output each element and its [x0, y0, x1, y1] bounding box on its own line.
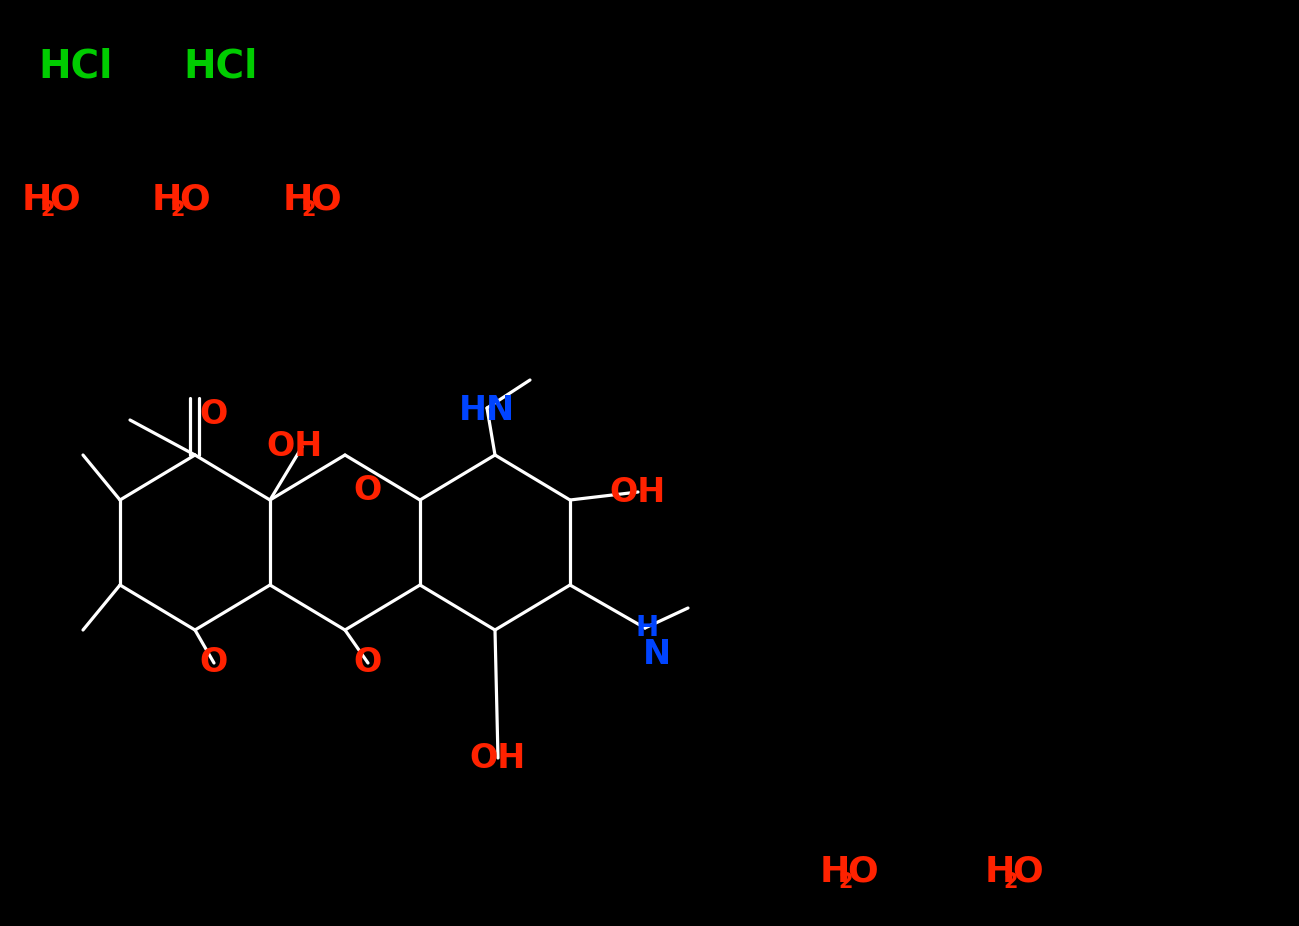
Text: H: H	[635, 614, 659, 642]
Text: 2: 2	[839, 872, 853, 892]
Text: H: H	[152, 183, 182, 217]
Text: N: N	[643, 639, 672, 671]
Text: 2: 2	[170, 200, 186, 219]
Text: O: O	[847, 855, 878, 889]
Text: 2: 2	[40, 200, 56, 219]
Text: O: O	[353, 473, 382, 507]
Text: O: O	[200, 646, 229, 680]
Text: H: H	[820, 855, 851, 889]
Text: OH: OH	[470, 742, 526, 774]
Text: HCl: HCl	[38, 48, 113, 86]
Text: H: H	[985, 855, 1016, 889]
Text: H: H	[283, 183, 313, 217]
Text: O: O	[1012, 855, 1043, 889]
Text: 2: 2	[1004, 872, 1018, 892]
Text: HCl: HCl	[183, 48, 257, 86]
Text: O: O	[200, 398, 229, 432]
Text: H: H	[22, 183, 52, 217]
Text: HN: HN	[459, 394, 516, 427]
Text: O: O	[353, 646, 382, 680]
Text: O: O	[309, 183, 340, 217]
Text: O: O	[49, 183, 79, 217]
Text: OH: OH	[609, 475, 666, 508]
Text: OH: OH	[266, 431, 323, 464]
Text: O: O	[179, 183, 209, 217]
Text: 2: 2	[301, 200, 316, 219]
